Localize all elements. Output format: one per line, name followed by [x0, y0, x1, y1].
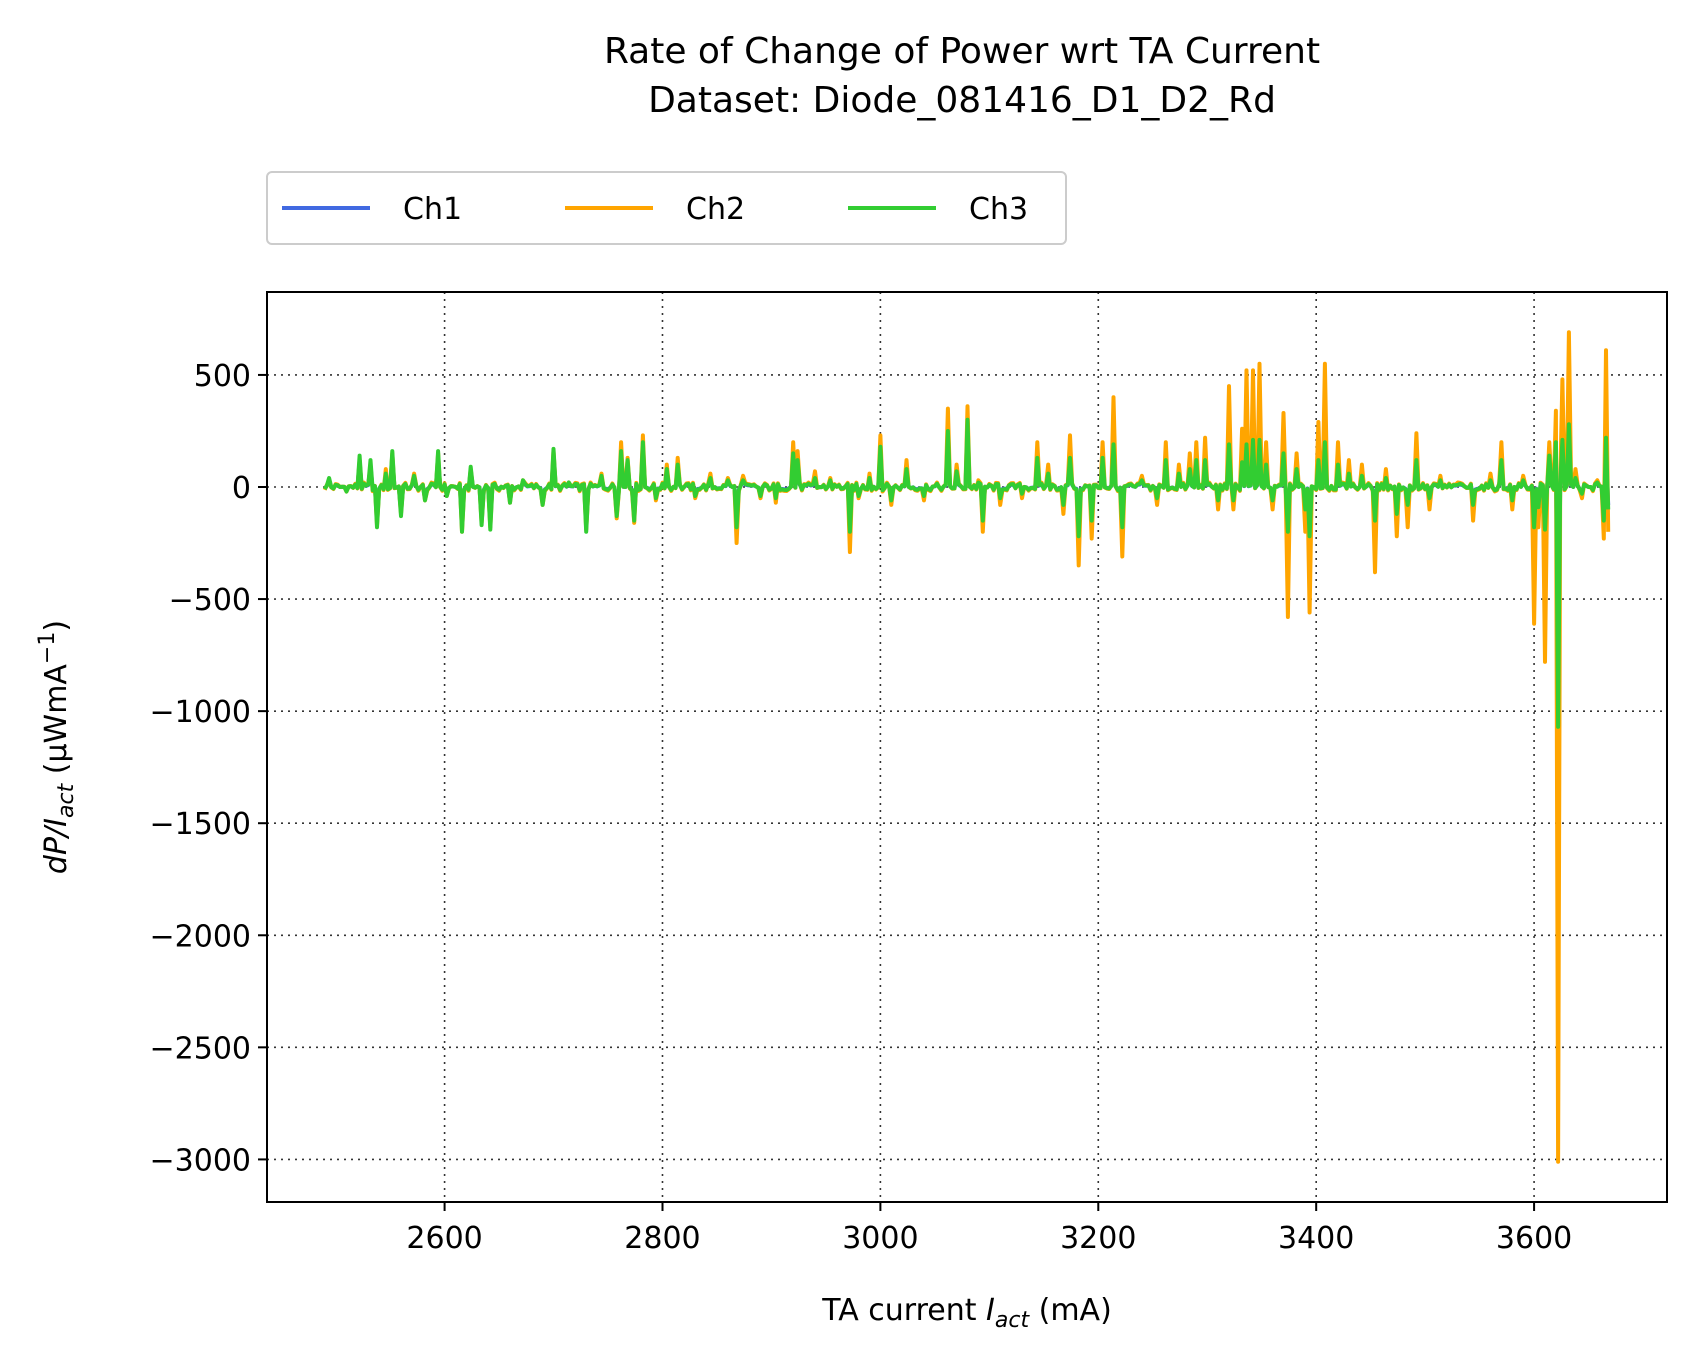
- x-tick-label: 2800: [624, 1221, 700, 1256]
- x-tick-label: 3600: [1496, 1221, 1572, 1256]
- legend-label-ch3: Ch3: [969, 192, 1028, 227]
- x-ticks: 2600 2800 3000 3200 3400 3600: [406, 1202, 1572, 1256]
- series-layer: [322, 330, 1611, 1164]
- series-ch3-line: [322, 417, 1611, 729]
- y-tick-label: −500: [169, 583, 251, 618]
- y-tick-label: −2500: [150, 1031, 251, 1066]
- y-axis-label: dP/Iact (μWmA−1): [35, 620, 79, 874]
- y-tick-label: −2000: [150, 919, 251, 954]
- plot-area: 2600 2800 3000 3200 3400 3600 500 0 −500 −1000 −1…: [150, 291, 1668, 1256]
- y-ticks: 500 0 −500 −1000 −1500 −2000 −2500 −3000: [150, 359, 267, 1178]
- x-axis-label: TA current Iact (mA): [821, 1293, 1112, 1333]
- y-tick-label: 500: [194, 359, 251, 394]
- x-tick-label: 3000: [842, 1221, 918, 1256]
- chart-title-line2: Dataset: Diode_081416_D1_D2_Rd: [648, 80, 1276, 121]
- legend-label-ch1: Ch1: [403, 192, 462, 227]
- legend-label-ch2: Ch2: [686, 192, 745, 227]
- y-tick-label: −3000: [150, 1143, 251, 1178]
- plot-frame: [266, 291, 1668, 1203]
- legend-box: [266, 171, 1067, 245]
- x-tick-label: 3400: [1278, 1221, 1354, 1256]
- y-tick-label: −1500: [150, 807, 251, 842]
- legend: Ch1 Ch2 Ch3: [266, 171, 1067, 245]
- y-tick-label: −1000: [150, 695, 251, 730]
- chart-title-line1: Rate of Change of Power wrt TA Current: [604, 31, 1320, 72]
- x-tick-label: 2600: [406, 1221, 482, 1256]
- x-tick-label: 3200: [1060, 1221, 1136, 1256]
- y-tick-label: 0: [232, 471, 251, 506]
